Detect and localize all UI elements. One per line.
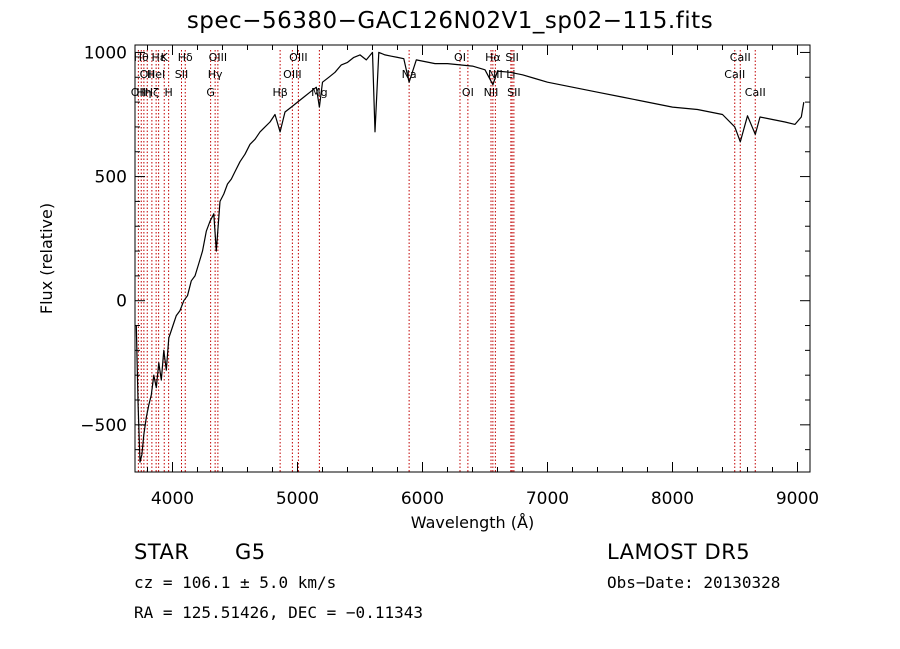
- object-class: STAR: [134, 540, 190, 564]
- line-marker-label: Hζ: [145, 86, 159, 99]
- line-marker-label: Li: [506, 68, 515, 81]
- y-tick-label: 1000: [84, 43, 127, 63]
- line-marker-label: OII: [140, 68, 155, 81]
- line-marker-label: OI: [454, 51, 466, 64]
- line-marker-label: CaII: [724, 68, 745, 81]
- x-axis-label: Wavelength (Å): [411, 513, 534, 532]
- y-axis-label: Flux (relative): [37, 203, 56, 314]
- line-marker-label: H: [164, 86, 172, 99]
- line-marker-label: Hε: [152, 51, 166, 64]
- plot-frame: [134, 44, 811, 473]
- x-tick-label: 6000: [401, 489, 444, 509]
- line-marker-label: Na: [402, 68, 417, 81]
- coordinates: RA = 125.51426, DEC = −0.11343: [134, 603, 423, 622]
- line-marker-label: K: [161, 51, 169, 64]
- x-tick-label: 9000: [776, 489, 819, 509]
- line-marker-label: OIII: [209, 51, 227, 64]
- line-marker-label: NII: [484, 86, 499, 99]
- line-marker-label: Hδ: [178, 51, 193, 64]
- line-marker-label: Hα: [485, 51, 501, 64]
- line-marker-label: SII: [505, 51, 518, 64]
- line-marker-label: SII: [507, 86, 520, 99]
- line-marker-label: OIII: [289, 51, 307, 64]
- line-marker-label: Hη: [136, 86, 151, 99]
- line-marker-label: HeI: [147, 68, 165, 81]
- observation-date: Obs−Date: 20130328: [607, 573, 781, 592]
- line-marker-label: CaII: [745, 86, 766, 99]
- line-marker-label: OI: [462, 86, 474, 99]
- x-tick-label: 7000: [526, 489, 569, 509]
- x-tick-label: 4000: [151, 489, 194, 509]
- line-marker-label: Hβ: [272, 86, 287, 99]
- line-marker-label: OIII: [283, 68, 301, 81]
- y-tick-label: −500: [80, 416, 127, 436]
- line-marker-label: Hγ: [208, 68, 223, 81]
- chart-title: spec−56380−GAC126N02V1_sp02−115.fits: [186, 8, 714, 34]
- line-marker-label: Hθ: [134, 51, 149, 64]
- y-tick-label: 0: [116, 292, 127, 312]
- y-tick-label: 500: [95, 168, 127, 188]
- x-tick-label: 5000: [276, 489, 319, 509]
- spectral-subclass: G5: [235, 540, 266, 564]
- spectrum-line: [135, 51, 805, 463]
- line-marker-label: Mg: [311, 86, 327, 99]
- line-marker-label: SII: [175, 68, 188, 81]
- x-tick-label: 8000: [651, 489, 694, 509]
- survey-name: LAMOST DR5: [607, 540, 751, 564]
- line-marker-label: G: [206, 86, 215, 99]
- line-marker-label: CaII: [730, 51, 751, 64]
- redshift-cz: cz = 106.1 ± 5.0 km/s: [134, 573, 337, 592]
